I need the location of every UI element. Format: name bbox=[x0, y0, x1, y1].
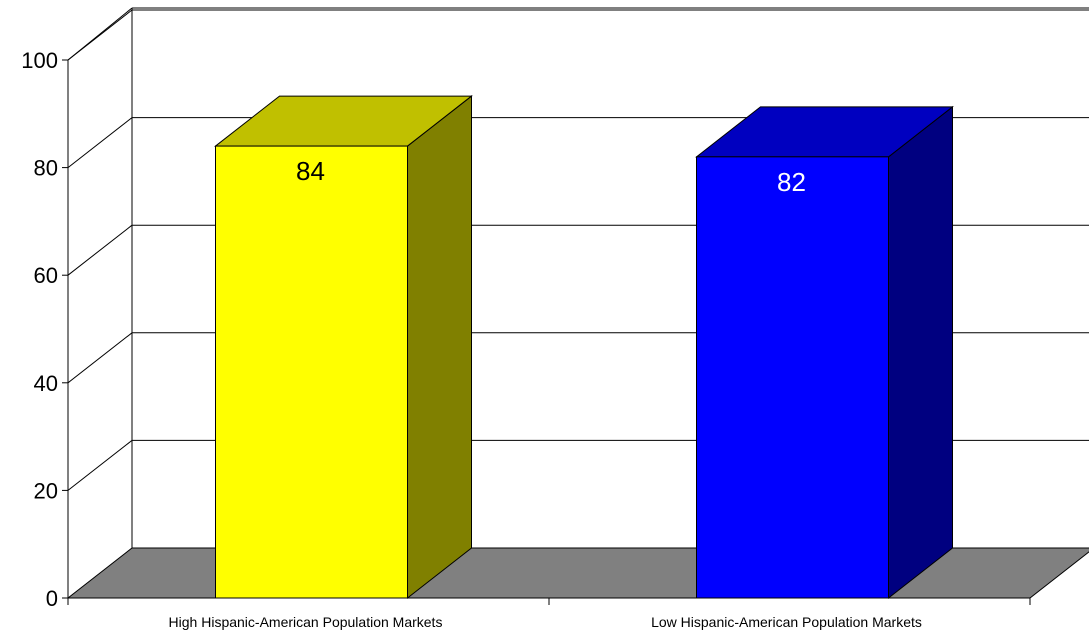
bar-side-face bbox=[407, 95, 472, 600]
y-tick-label: 100 bbox=[21, 48, 58, 73]
data-label: 82 bbox=[777, 167, 806, 197]
y-tick-label: 40 bbox=[34, 371, 58, 396]
bar-side-face bbox=[888, 105, 953, 600]
gridline-side bbox=[67, 224, 133, 276]
bar-front-face bbox=[696, 156, 889, 599]
bar-front-face bbox=[215, 145, 408, 599]
bars bbox=[214, 95, 954, 600]
labels: 84 High Hispanic-American Population Mark… bbox=[169, 156, 922, 630]
y-tick-label: 80 bbox=[34, 156, 58, 181]
data-label: 84 bbox=[296, 156, 325, 186]
x-category-label: Low Hispanic-American Population Markets bbox=[651, 614, 922, 630]
bar-1 bbox=[214, 95, 473, 600]
y-tick-label: 0 bbox=[46, 586, 58, 611]
y-tick-label: 60 bbox=[34, 263, 58, 288]
bar-2 bbox=[695, 105, 954, 600]
gridline-side bbox=[67, 117, 133, 168]
x-category-label: High Hispanic-American Population Market… bbox=[169, 614, 443, 630]
y-tick-label: 20 bbox=[34, 478, 58, 503]
gridline-side bbox=[67, 9, 133, 61]
gridline-side bbox=[67, 332, 133, 384]
gridline-side bbox=[67, 440, 133, 491]
